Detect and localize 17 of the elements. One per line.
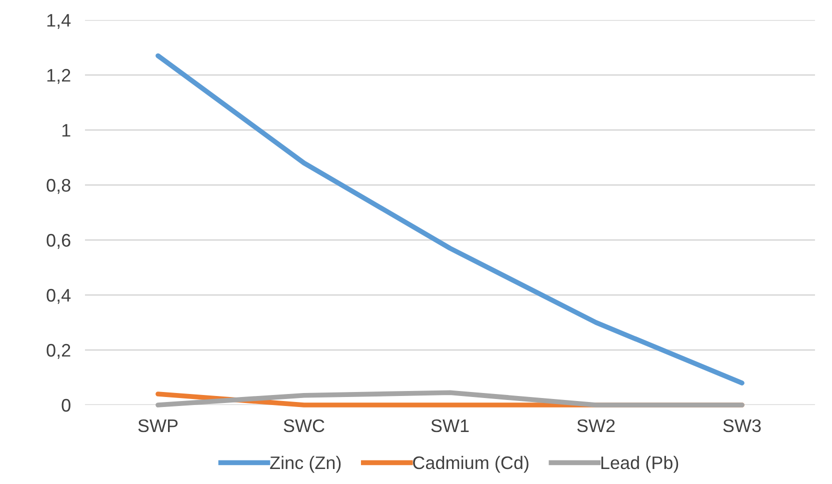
y-tick-label: 1,2 xyxy=(47,68,70,84)
y-tick-label: 0,6 xyxy=(46,234,70,249)
legend-label: Zinc (Zn) xyxy=(270,456,341,473)
y-tick-label: 1,4 xyxy=(47,14,71,29)
y-tick-label: 0,2 xyxy=(46,344,70,359)
line-series xyxy=(156,53,744,386)
x-tick-label: SWP xyxy=(138,419,178,432)
legend-label: Lead (Pb) xyxy=(601,456,678,473)
legend-label: Cadmium (Cd) xyxy=(413,456,528,473)
x-tick-label: SW1 xyxy=(431,419,469,432)
y-tick-label: 0 xyxy=(62,398,70,412)
x-tick-label: SWC xyxy=(284,419,324,432)
y-tick-label: 0,4 xyxy=(46,288,71,304)
x-tick-label: SW2 xyxy=(577,419,615,432)
y-tick-label: 1 xyxy=(62,124,70,137)
x-tick-label: SW3 xyxy=(723,419,761,432)
y-tick-label: 0,8 xyxy=(46,178,70,194)
